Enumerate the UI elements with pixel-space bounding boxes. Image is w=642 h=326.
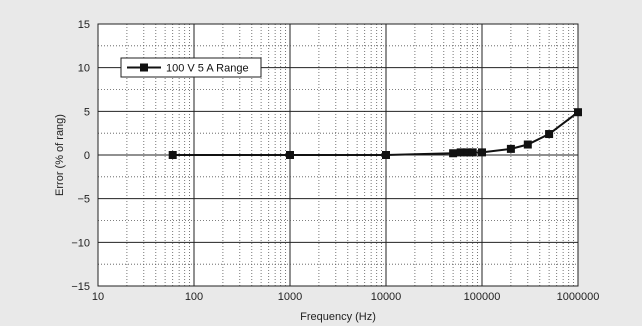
y-tick-label: 5: [84, 106, 90, 118]
y-tick-labels: 15 10 5 0 −5 −10 −15: [71, 19, 90, 293]
y-tick-label: 0: [84, 150, 90, 162]
plot-border: [97, 23, 579, 287]
y-tick-label: −10: [71, 237, 90, 249]
data-point-marker: [506, 144, 515, 153]
y-tick-label: 10: [78, 63, 90, 75]
x-axis-label: Frequency (Hz): [300, 311, 376, 323]
data-point-marker: [468, 148, 477, 157]
data-point-marker: [168, 151, 177, 159]
data-point-marker: [286, 151, 294, 159]
x-tick-label: 10: [92, 291, 104, 303]
y-tick-label: −5: [77, 194, 90, 206]
series-layer: [168, 108, 582, 159]
legend-marker: [140, 63, 148, 72]
data-point-marker: [456, 148, 465, 157]
data-point-marker: [523, 140, 532, 149]
y-axis-label: Error (% of rang): [54, 114, 66, 196]
data-point-marker: [463, 148, 472, 157]
x-tick-label: 1000: [278, 291, 302, 303]
data-point-marker: [449, 149, 458, 158]
y-tick-label: 15: [78, 19, 90, 31]
data-point-marker: [574, 108, 582, 117]
y-tick-label: −15: [71, 281, 90, 293]
x-tick-label: 100000: [464, 291, 501, 303]
data-point-marker: [478, 148, 486, 157]
legend-box: [120, 57, 262, 78]
x-tick-labels: 10 100 1000 10000 100000 1000000: [92, 291, 600, 303]
legend: 100 V 5 A Range: [120, 57, 262, 78]
x-tick-label: 1000000: [557, 291, 600, 303]
x-tick-label: 10000: [371, 291, 402, 303]
data-point-marker: [382, 151, 390, 159]
x-tick-label: 100: [185, 291, 203, 303]
legend-label: 100 V 5 A Range: [166, 63, 249, 75]
data-point-marker: [545, 130, 554, 139]
